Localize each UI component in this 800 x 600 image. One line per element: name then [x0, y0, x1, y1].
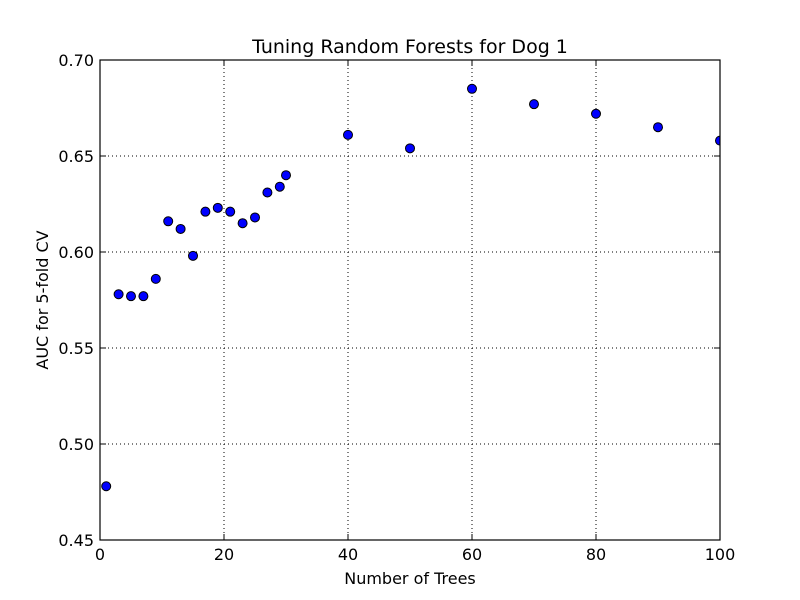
data-point [653, 122, 663, 133]
x-tick-label: 100 [705, 545, 736, 564]
y-axis-label: AUC for 5-fold CV [33, 230, 52, 369]
y-tick-label: 0.65 [58, 147, 94, 166]
x-tick-label: 80 [586, 545, 606, 564]
x-axis-label: Number of Trees [344, 569, 476, 588]
data-point [529, 99, 539, 110]
data-point [274, 181, 285, 192]
point-layer [101, 83, 720, 492]
chart-title: Tuning Random Forests for Dog 1 [251, 36, 568, 58]
data-point [343, 129, 353, 140]
data-point [715, 135, 720, 146]
y-tick-label: 0.70 [58, 51, 94, 70]
data-point [262, 187, 273, 198]
y-tick-label: 0.50 [58, 435, 94, 454]
y-tick-label: 0.60 [58, 243, 94, 262]
data-point [126, 291, 136, 302]
data-point [212, 202, 223, 213]
data-point [225, 206, 236, 217]
y-tick-label: 0.55 [58, 339, 94, 358]
data-point [281, 170, 291, 181]
plot-frame [99, 59, 721, 541]
grid-layer [100, 60, 720, 540]
y-tick-label: 0.45 [58, 531, 94, 550]
data-point [467, 83, 477, 94]
data-point [150, 273, 161, 284]
data-point [113, 289, 124, 300]
data-point [591, 108, 601, 119]
data-point [138, 291, 149, 302]
data-point [237, 218, 248, 229]
data-point [405, 143, 415, 154]
x-tick-label: 0 [95, 545, 105, 564]
data-point [188, 250, 198, 261]
tick-layer: 0 20 40 60 80 100 0.45 0.50 0.55 0.60 0.65 0.70 [58, 51, 735, 564]
x-tick-label: 40 [338, 545, 358, 564]
data-point [175, 223, 186, 234]
data-point [250, 212, 260, 223]
x-tick-label: 20 [214, 545, 234, 564]
data-point [101, 481, 112, 492]
x-tick-label: 60 [462, 545, 482, 564]
data-point [163, 216, 174, 227]
data-point [200, 206, 211, 217]
